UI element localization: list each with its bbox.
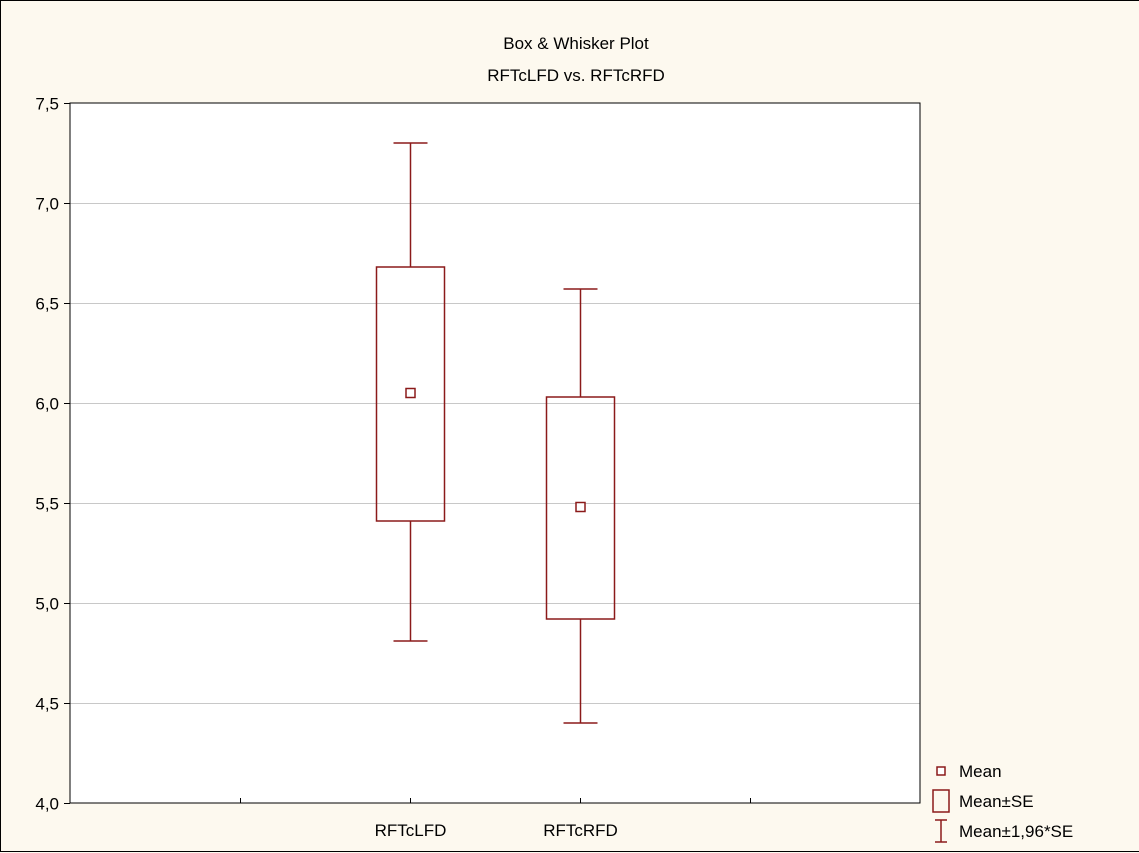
x-axis: RFTcLFD RFTcRFD: [240, 798, 751, 840]
se-box: [375, 266, 446, 522]
y-tick-label: 5,0: [35, 595, 59, 614]
legend: Mean Mean±SE Mean±1,96*SE: [932, 762, 1073, 843]
plot-border: [69, 102, 921, 804]
box-group-RFTcRFD: [545, 288, 616, 724]
chart-subtitle: RFTcLFD vs. RFTcRFD: [487, 66, 665, 85]
y-axis: 4,0 4,5 5,0 5,5 6,0 6,5 7,0 7,5: [35, 95, 70, 814]
mean-marker: [575, 501, 586, 513]
y-tick-label: 5,5: [35, 495, 59, 514]
chart-title: Box & Whisker Plot: [503, 34, 649, 53]
y-tick-label: 6,5: [35, 295, 59, 314]
grid-lines: [70, 203, 920, 704]
legend-mean-symbol: [936, 766, 946, 776]
y-tick-label: 4,5: [35, 695, 59, 714]
y-tick-label: 4,0: [35, 795, 59, 814]
legend-item-whisker: Mean±1,96*SE: [935, 819, 1073, 843]
legend-label: Mean±SE: [959, 792, 1034, 811]
box-group-RFTcLFD: [375, 142, 446, 642]
mean-marker: [405, 387, 416, 399]
x-category-label: RFTcRFD: [543, 821, 618, 840]
legend-box-symbol: [932, 789, 950, 813]
legend-label: Mean: [959, 762, 1002, 781]
legend-label: Mean±1,96*SE: [959, 822, 1073, 841]
y-tick-label: 6,0: [35, 395, 59, 414]
y-tick-label: 7,0: [35, 195, 59, 214]
plot-area: [70, 103, 920, 803]
legend-item-point: Mean: [936, 762, 1002, 781]
legend-item-box: Mean±SE: [932, 789, 1034, 813]
x-category-label: RFTcLFD: [375, 821, 447, 840]
se-box: [545, 396, 616, 620]
y-tick-label: 7,5: [35, 95, 59, 114]
box-series: [375, 142, 616, 724]
